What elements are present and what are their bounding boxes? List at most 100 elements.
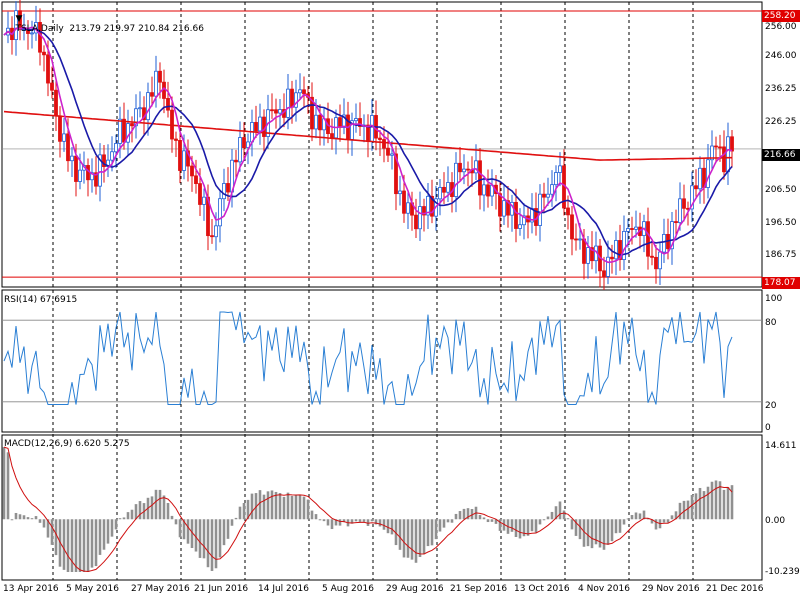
candle-body xyxy=(186,150,190,167)
candle-body xyxy=(626,228,630,232)
candle-body xyxy=(358,118,362,127)
macd-histogram-bar xyxy=(238,506,242,520)
candle-body xyxy=(342,114,346,128)
candle-body xyxy=(314,114,318,130)
macd-histogram-bar xyxy=(246,499,250,520)
macd-histogram-bar xyxy=(66,519,70,572)
candle-body xyxy=(718,146,722,149)
candle-body xyxy=(86,165,90,181)
candle-body xyxy=(670,221,674,250)
candle-body xyxy=(574,238,578,241)
candle-body xyxy=(710,145,714,161)
candle-body xyxy=(290,88,294,108)
candle-body xyxy=(158,70,162,83)
price-tick: 186.75 xyxy=(765,250,797,260)
candle-body xyxy=(294,92,298,108)
macd-histogram-bar xyxy=(318,519,322,521)
date-tick: 27 May 2016 xyxy=(131,584,190,594)
macd-histogram-bar xyxy=(402,519,406,558)
macd-histogram-bar xyxy=(250,493,254,520)
macd-histogram-bar xyxy=(534,519,538,533)
macd-histogram-bar xyxy=(622,519,626,525)
macd-histogram-bar xyxy=(18,514,22,520)
price-tick: 256.00 xyxy=(765,22,797,32)
macd-histogram-bar xyxy=(550,511,554,520)
date-tick: 29 Aug 2016 xyxy=(386,584,444,594)
candle-body xyxy=(622,230,626,260)
candle-body xyxy=(394,153,398,195)
macd-histogram-bar xyxy=(334,519,338,526)
candle-body xyxy=(174,138,178,141)
macd-histogram-bar xyxy=(694,493,698,520)
candle-body xyxy=(654,256,658,270)
rsi-tick: 100 xyxy=(765,294,783,304)
candle-body xyxy=(34,22,38,34)
candle-body xyxy=(690,185,694,210)
candle-body xyxy=(138,107,142,110)
candle-body xyxy=(462,168,466,173)
macd-histogram-bar xyxy=(698,487,702,520)
macd-histogram-bar xyxy=(34,516,38,520)
candle-body xyxy=(102,154,106,168)
macd-histogram-bar xyxy=(426,519,430,547)
macd-histogram-bar xyxy=(434,519,438,540)
price-tick: 226.25 xyxy=(765,117,797,127)
macd-histogram-bar xyxy=(634,512,638,520)
macd-histogram-bar xyxy=(406,519,410,558)
macd-histogram-bar xyxy=(274,491,278,520)
macd-histogram-bar xyxy=(194,519,198,552)
macd-histogram-bar xyxy=(382,519,386,530)
macd-histogram-bar xyxy=(646,518,650,520)
macd-histogram-bar xyxy=(74,519,78,572)
macd-histogram-bar xyxy=(178,519,182,538)
macd-histogram-bar xyxy=(662,519,666,523)
macd-histogram-bar xyxy=(286,492,290,520)
candle-body xyxy=(54,89,58,117)
macd-histogram-bar xyxy=(298,494,302,520)
date-tick: 13 Oct 2016 xyxy=(514,584,570,594)
macd-histogram-bar xyxy=(686,500,690,520)
date-tick: 5 Aug 2016 xyxy=(322,584,374,594)
candle-body xyxy=(698,167,702,190)
macd-histogram-bar xyxy=(10,519,14,521)
macd-histogram-bar xyxy=(478,514,482,520)
macd-histogram-bar xyxy=(542,519,546,521)
macd-histogram-bar xyxy=(262,494,266,520)
macd-histogram-bar xyxy=(510,519,514,532)
ma-fast-line xyxy=(3,26,733,264)
macd-histogram-bar xyxy=(166,502,170,520)
macd-histogram-bar xyxy=(562,510,566,520)
macd-histogram-bar xyxy=(370,519,374,522)
candle-body xyxy=(430,195,434,217)
macd-histogram-bar xyxy=(666,519,670,523)
candle-body xyxy=(130,123,134,127)
macd-histogram-bar xyxy=(614,519,618,534)
candle-body xyxy=(330,133,334,139)
date-tick: 29 Nov 2016 xyxy=(642,584,700,594)
candle-body xyxy=(474,160,478,174)
price-tick: 236.25 xyxy=(765,84,797,94)
macd-histogram-bar xyxy=(354,519,358,522)
candle-body xyxy=(42,51,46,56)
macd-histogram-bar xyxy=(462,508,466,520)
date-tick: 13 Apr 2016 xyxy=(3,584,59,594)
candle-body xyxy=(478,160,482,196)
candle-body xyxy=(286,88,290,118)
macd-histogram-bar xyxy=(606,519,610,545)
macd-histogram-bar xyxy=(430,519,434,546)
macd-histogram-bar xyxy=(486,519,490,523)
dropdown-triangle-icon[interactable]: ▼ xyxy=(15,14,23,24)
candle-body xyxy=(570,214,574,240)
candle-body xyxy=(650,255,654,258)
macd-histogram-bar xyxy=(30,518,34,520)
macd-histogram-bar xyxy=(458,511,462,520)
macd-tick: 0.00 xyxy=(765,516,786,526)
macd-histogram-bar xyxy=(626,518,630,520)
price-pane-frame xyxy=(1,1,763,288)
macd-histogram-bar xyxy=(690,494,694,520)
macd-histogram-bar xyxy=(670,515,674,520)
candle-body xyxy=(354,118,358,122)
candle-body xyxy=(242,137,246,149)
